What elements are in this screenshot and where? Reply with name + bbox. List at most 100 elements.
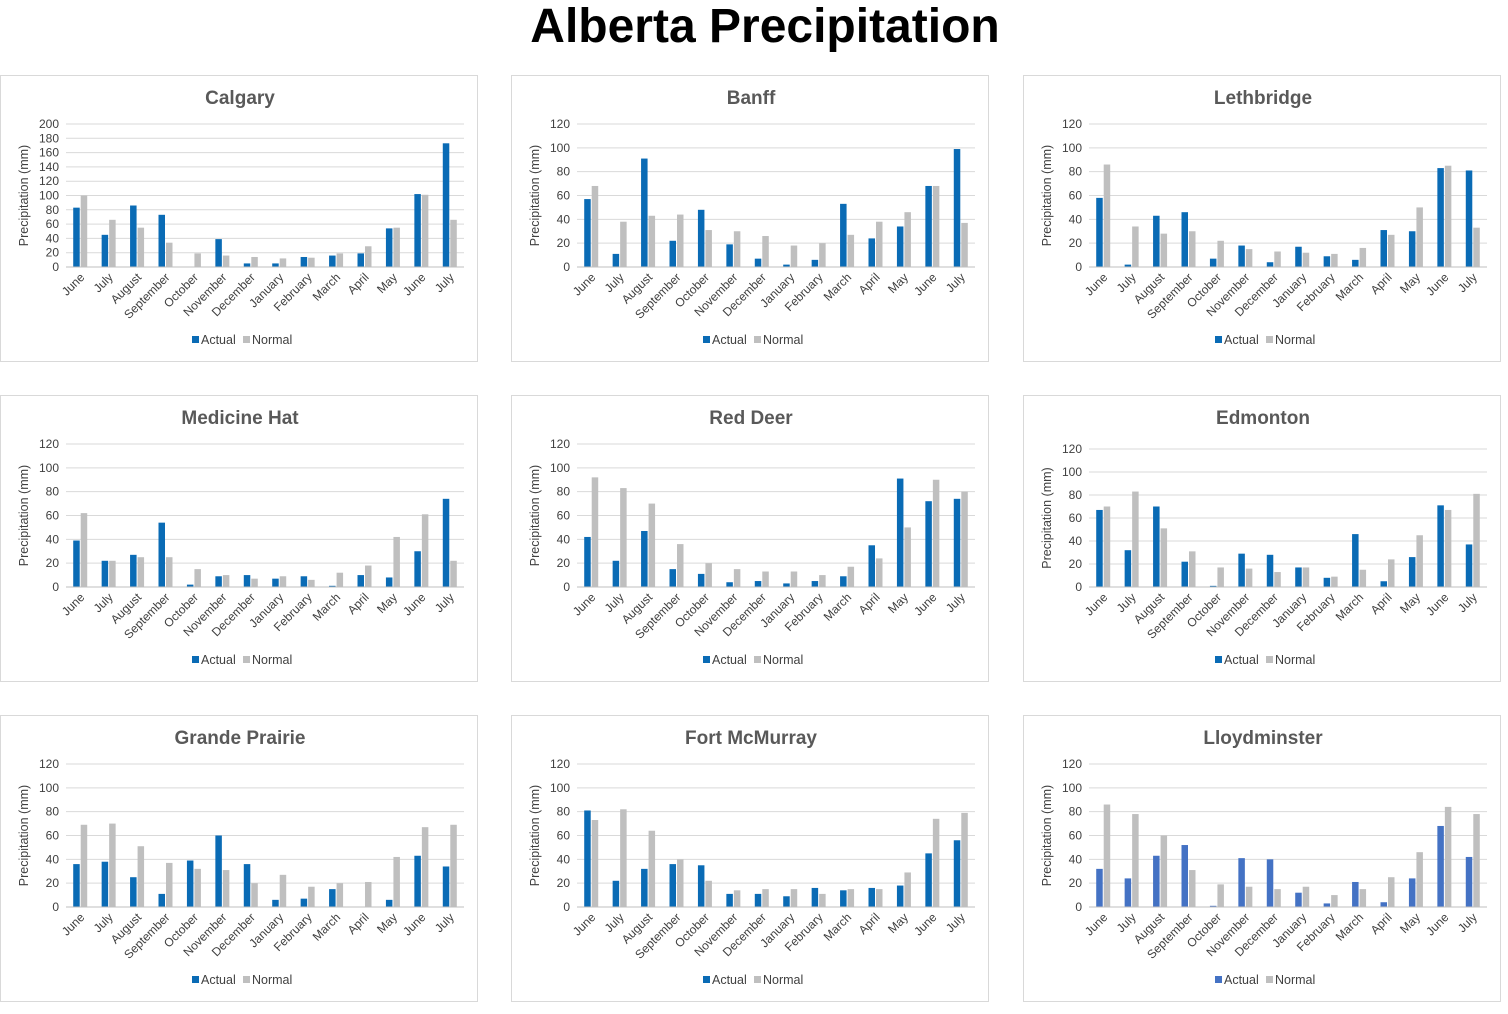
bar-normal — [1473, 493, 1480, 587]
bar-normal — [109, 219, 116, 267]
bar-actual — [1238, 553, 1245, 587]
x-tick-label: May — [885, 590, 911, 616]
bar-normal — [137, 227, 145, 267]
y-tick-label: 20 — [557, 236, 571, 250]
x-tick-label: March — [310, 590, 343, 623]
bar-normal — [1103, 506, 1111, 587]
bar-normal — [932, 185, 940, 267]
x-tick-label: June — [400, 590, 429, 619]
y-axis-label: Precipitation (mm) — [1040, 785, 1054, 886]
legend-label-actual: Actual — [201, 333, 236, 347]
bar-actual — [414, 194, 421, 267]
bar-normal — [847, 889, 855, 907]
bar-actual — [357, 575, 364, 587]
bar-normal — [222, 870, 230, 907]
bar-actual — [1238, 245, 1245, 267]
bar-actual — [243, 864, 251, 907]
bar-actual — [1181, 212, 1188, 267]
y-tick-label: 60 — [46, 217, 60, 231]
bar-normal — [137, 846, 145, 907]
y-tick-label: 60 — [557, 509, 571, 523]
legend-swatch-actual — [1215, 976, 1222, 983]
chart-svg: Lethbridge Precipitation (mm) 0 20 40 60 80 100… — [1040, 88, 1487, 347]
bar-actual — [158, 893, 165, 907]
x-tick-label: May — [374, 270, 400, 296]
bar-normal — [308, 257, 315, 267]
x-tick-label: May — [1397, 910, 1423, 936]
y-tick-label: 40 — [557, 212, 571, 226]
bar-actual — [385, 577, 393, 587]
y-tick-label: 80 — [46, 203, 60, 217]
bar-normal — [1132, 226, 1139, 267]
x-tick-label: March — [821, 590, 854, 623]
bar-actual — [101, 560, 109, 587]
bar-normal — [847, 566, 855, 587]
legend-swatch-normal — [754, 976, 761, 983]
bar-actual — [1209, 905, 1217, 907]
bar-normal — [336, 253, 344, 267]
legend-swatch-actual — [703, 656, 710, 663]
bar-actual — [1266, 859, 1274, 907]
bar-actual — [754, 893, 762, 907]
chart-panel-grande-prairie: Grande Prairie Precipitation (mm) 0 20 40 60 8… — [0, 715, 478, 1002]
bar-actual — [1323, 903, 1331, 907]
y-tick-label: 120 — [39, 437, 59, 451]
chart-title: Lloydminster — [1203, 728, 1323, 749]
x-tick-label: June — [1082, 590, 1111, 619]
bar-normal — [393, 856, 400, 907]
bar-actual — [896, 226, 904, 267]
x-tick-label: May — [885, 270, 911, 296]
chart-panel-banff: Banff Precipitation (mm) 0 20 40 60 80 100 120 Ju… — [511, 75, 989, 362]
y-axis-label: Precipitation (mm) — [528, 145, 542, 246]
chart-svg: Grande Prairie Precipitation (mm) 0 20 40 60 8… — [17, 728, 464, 987]
bar-normal — [194, 569, 201, 587]
bar-actual — [1096, 197, 1103, 267]
bar-normal — [1444, 165, 1452, 267]
bar-normal — [137, 557, 145, 587]
bar-normal — [336, 883, 344, 907]
bar-normal — [705, 230, 712, 267]
x-tick-label: April — [856, 910, 883, 937]
bar-actual — [584, 199, 591, 267]
bar-normal — [1189, 551, 1196, 587]
bar-normal — [904, 212, 911, 267]
legend-label-actual: Actual — [712, 333, 747, 347]
bar-normal — [1388, 559, 1395, 587]
bar-normal — [620, 809, 627, 907]
legend-label-actual: Actual — [201, 973, 236, 987]
y-axis-label: Precipitation (mm) — [528, 465, 542, 566]
chart-panel-fort-mcmurray: Fort McMurray Precipitation (mm) 0 20 40 60 80… — [511, 715, 989, 1002]
x-tick-label: July — [943, 910, 968, 935]
y-tick-label: 100 — [550, 781, 570, 795]
x-tick-label: July — [432, 270, 457, 295]
y-tick-label: 160 — [39, 146, 59, 160]
x-tick-label: May — [374, 910, 400, 936]
legend-label-normal: Normal — [763, 973, 803, 987]
legend-swatch-normal — [1266, 656, 1273, 663]
y-tick-label: 20 — [46, 246, 60, 260]
y-tick-label: 80 — [557, 485, 571, 499]
bar-normal — [1359, 247, 1367, 267]
bar-actual — [1437, 505, 1444, 587]
bar-normal — [819, 243, 826, 267]
bar-normal — [365, 881, 372, 907]
bar-actual — [442, 866, 450, 907]
bar-actual — [1380, 230, 1387, 267]
bar-actual — [414, 551, 421, 587]
y-tick-label: 80 — [557, 165, 571, 179]
bar-normal — [1245, 568, 1253, 587]
bar-actual — [840, 203, 847, 267]
bar-actual — [1153, 215, 1160, 267]
x-tick-label: June — [1423, 590, 1452, 619]
bar-normal — [876, 889, 883, 907]
y-tick-label: 120 — [1062, 757, 1082, 771]
bar-actual — [1408, 878, 1416, 907]
bar-actual — [130, 205, 137, 267]
bar-normal — [819, 575, 826, 587]
bar-actual — [1266, 554, 1274, 587]
bar-normal — [1160, 528, 1168, 587]
bar-actual — [1266, 262, 1274, 267]
x-tick-label: June — [400, 910, 429, 939]
y-axis-label: Precipitation (mm) — [17, 145, 31, 246]
x-tick-label: June — [1082, 270, 1111, 299]
